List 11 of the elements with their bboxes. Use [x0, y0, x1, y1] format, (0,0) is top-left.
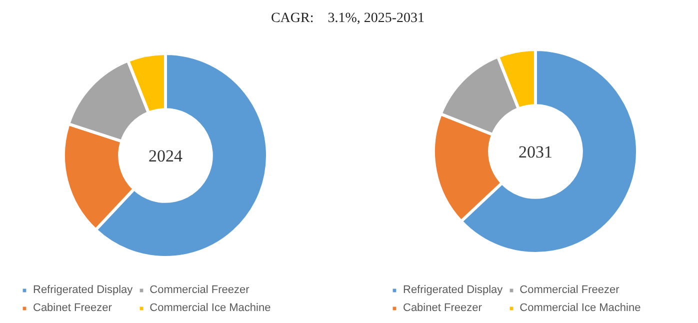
legend-label: Refrigerated Display	[403, 283, 503, 297]
legend-label: Commercial Ice Machine	[150, 301, 271, 315]
text: 2031	[518, 142, 552, 162]
legend-label: Refrigerated Display	[33, 283, 133, 297]
legend-label: Commercial Freezer	[150, 283, 250, 297]
legend-label: Commercial Freezer	[520, 283, 620, 297]
text: CAGR: 3.1%, 2025-2031	[270, 11, 425, 26]
text: 2024	[148, 146, 183, 166]
legend-label: Cabinet Freezer	[33, 301, 112, 315]
legend-label: Commercial Ice Machine	[520, 301, 641, 315]
legend-label: Cabinet Freezer	[403, 301, 482, 315]
